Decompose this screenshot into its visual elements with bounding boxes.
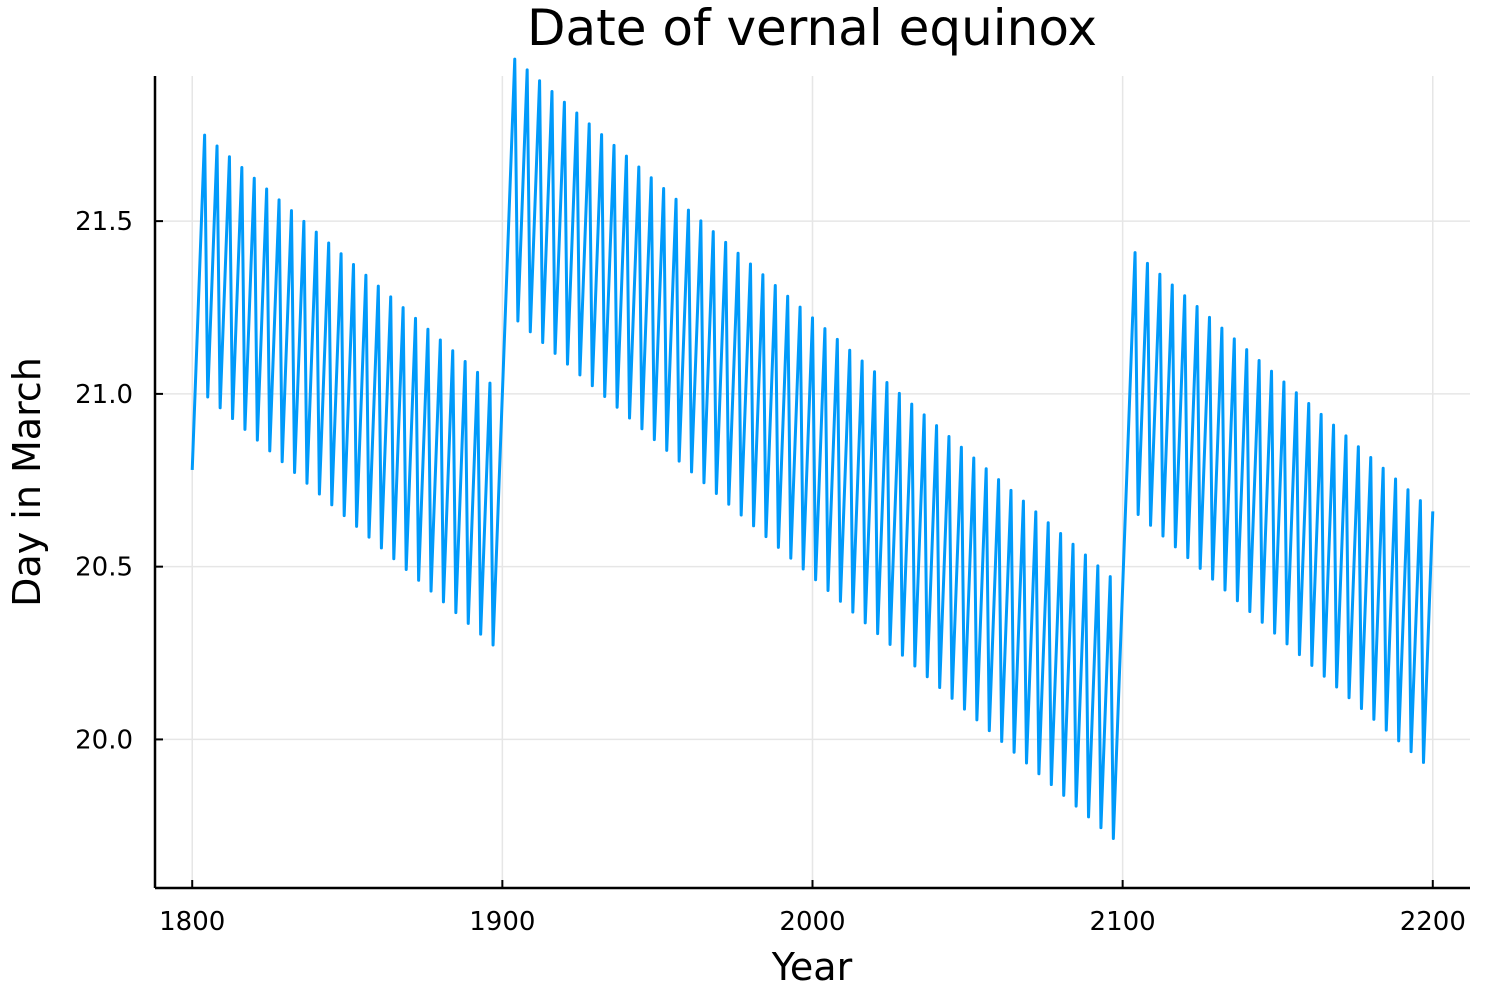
x-tick-label: 1800 (159, 907, 225, 937)
chart-title: Date of vernal equinox (527, 0, 1097, 57)
y-axis-label: Day in March (5, 357, 49, 607)
x-ticks: 1800 1900 2000 2100 2200 (159, 880, 1466, 937)
y-tick-label: 20.5 (75, 553, 133, 583)
y-tick-label: 20.0 (75, 725, 133, 755)
series-line (190, 57, 1435, 840)
series-layer (190, 57, 1435, 840)
x-tick-label: 2100 (1090, 907, 1156, 937)
x-axis-label: Year (771, 945, 853, 989)
x-tick-label: 2200 (1400, 907, 1466, 937)
grid (155, 76, 1470, 888)
y-tick-label: 21.5 (75, 207, 133, 237)
x-tick-label: 2000 (779, 907, 845, 937)
y-ticks: 20.0 20.5 21.0 21.5 (75, 207, 163, 755)
x-tick-label: 1900 (469, 907, 535, 937)
y-tick-label: 21.0 (75, 380, 133, 410)
